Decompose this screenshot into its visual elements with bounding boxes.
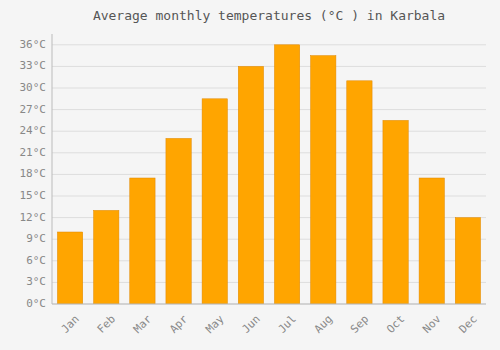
- background: [0, 0, 500, 350]
- y-tick-label: 6°C: [26, 254, 46, 267]
- y-tick-label: 15°C: [20, 189, 47, 202]
- grid-line: [52, 88, 486, 89]
- y-tick-label: 0°C: [26, 297, 46, 310]
- x-tick-label: Oct: [384, 313, 407, 336]
- y-tick-label: 24°C: [20, 124, 47, 137]
- grid-line: [52, 44, 486, 45]
- y-tick-label: 3°C: [26, 275, 46, 288]
- grid-line: [52, 66, 486, 67]
- y-tick-label: 27°C: [20, 103, 47, 116]
- grid-line: [52, 304, 486, 305]
- chart-svg: 0°C 3°C 6°C 9°C 12°C 15°C 18°C 21°C 24°C 27°C 30°C…: [0, 0, 500, 350]
- x-tick-label: Dec: [456, 313, 479, 336]
- grid-line: [52, 152, 486, 153]
- y-tick-label: 21°C: [20, 146, 47, 159]
- grid-line: [52, 174, 486, 175]
- y-tick-label: 18°C: [20, 167, 47, 180]
- y-tick-label: 12°C: [20, 211, 47, 224]
- y-tick-label: 33°C: [20, 59, 47, 72]
- title: Average monthly temperatures (°C ) in Ka…: [93, 8, 445, 23]
- x-axis-line: [52, 304, 486, 305]
- bar: [347, 81, 372, 304]
- x-tick-label: Jan: [59, 313, 82, 336]
- bar: [274, 45, 299, 304]
- grid: [52, 45, 486, 304]
- y-tick-label: 9°C: [26, 232, 46, 245]
- bar: [419, 178, 444, 304]
- bar: [57, 232, 82, 304]
- bar: [202, 99, 227, 304]
- bar: [130, 178, 155, 304]
- bar: [166, 138, 191, 304]
- x-tick-label: Mar: [131, 312, 155, 336]
- bar: [383, 120, 408, 304]
- x-tick-label: Jun: [239, 313, 262, 336]
- x-axis: Jan Feb Mar Apr May Jun Jul Aug Sep Oct Nov Dec: [52, 304, 486, 336]
- y-axis: 0°C 3°C 6°C 9°C 12°C 15°C 18°C 21°C 24°C 27°C 30°C…: [20, 34, 53, 310]
- x-tick-label: Aug: [312, 313, 335, 336]
- y-axis-line: [52, 34, 53, 304]
- grid-line: [52, 109, 486, 110]
- y-tick-label: 30°C: [20, 81, 47, 94]
- grid-line: [52, 131, 486, 132]
- x-tick-label: Sep: [348, 313, 371, 336]
- chart-container: 0°C 3°C 6°C 9°C 12°C 15°C 18°C 21°C 24°C 27°C 30°C…: [0, 0, 500, 350]
- bar: [238, 66, 263, 304]
- x-tick-label: Nov: [420, 312, 444, 336]
- bar: [311, 56, 336, 304]
- x-tick-label: Apr: [167, 312, 191, 336]
- x-tick-label: Feb: [95, 313, 118, 336]
- x-tick-label: Jul: [276, 313, 299, 336]
- x-tick-label: May: [203, 312, 227, 336]
- bar: [94, 210, 119, 304]
- bars: [57, 45, 480, 304]
- y-tick-label: 36°C: [20, 38, 47, 51]
- bar: [455, 218, 480, 304]
